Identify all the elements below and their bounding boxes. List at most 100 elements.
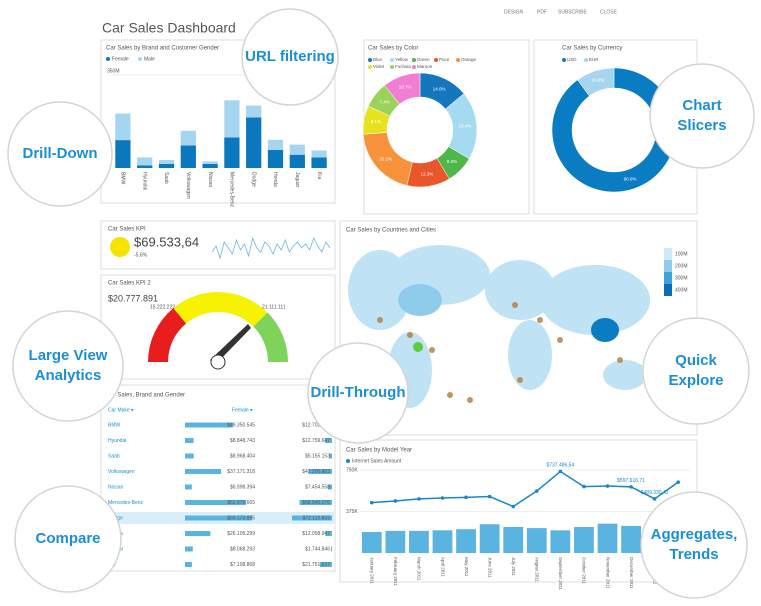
- legend-swatch: [138, 57, 142, 61]
- legend-label: Female: [112, 56, 129, 62]
- x-tick-label: Dodge: [250, 172, 256, 187]
- bar: [311, 157, 327, 168]
- data-label: 7.4%: [379, 99, 389, 104]
- table-bar: [185, 438, 194, 443]
- x-tick-label: Nissan: [207, 172, 213, 188]
- line-point: [629, 485, 633, 489]
- legend-swatch: [664, 272, 672, 284]
- legend-label: 200M: [675, 263, 688, 269]
- city-dot: [467, 397, 473, 403]
- table-bar: [331, 546, 332, 552]
- legend-label: Fuchsia: [395, 64, 411, 69]
- callout-bubble: [14, 485, 122, 593]
- table-cell: Volkswagen: [108, 469, 135, 475]
- line-point: [369, 500, 374, 505]
- callout-bubble: [642, 317, 750, 425]
- city-dot: [407, 332, 413, 338]
- column-header: Female ▾: [232, 407, 253, 413]
- callout-bubble: [649, 63, 755, 169]
- table-cell: $21.751.637: [302, 562, 330, 568]
- x-tick-label: November 2011: [605, 557, 610, 589]
- menu-item: CLOSE: [600, 9, 618, 15]
- city-dot: [537, 317, 543, 323]
- legend-swatch: [346, 459, 350, 463]
- bar: [158, 164, 175, 168]
- kpi-value: $20.777.891: [108, 293, 158, 303]
- bar: [503, 526, 524, 553]
- callout-text: Analytics: [35, 367, 102, 384]
- bar: [137, 165, 153, 168]
- legend-label: USD: [567, 57, 577, 62]
- table-title: Car Sales, Brand and Gender: [106, 393, 185, 399]
- data-label: 90.0%: [624, 177, 637, 182]
- bar: [180, 145, 196, 168]
- line-point: [393, 499, 398, 503]
- callout-text: Drill-Through: [311, 384, 406, 401]
- table-bar: [185, 500, 247, 505]
- table-bar: [185, 515, 253, 521]
- legend-swatch: [412, 65, 416, 69]
- gauge-band: [173, 292, 268, 327]
- bar: [456, 529, 476, 553]
- kpi-title: Car Sales KPI 2: [108, 281, 151, 287]
- bar: [158, 160, 175, 165]
- bar: [526, 528, 547, 553]
- table-cell: $8.848.743: [230, 438, 255, 444]
- y-tick-label: 750K: [346, 467, 358, 473]
- line-point: [582, 484, 586, 489]
- table-bar: [327, 484, 332, 490]
- callout-bubble: [640, 491, 748, 599]
- y-tick-label: 350M: [107, 68, 120, 74]
- land: [508, 320, 552, 390]
- callout-bubble: [241, 8, 339, 106]
- legend-label: Orange: [461, 57, 477, 62]
- legend-swatch: [664, 260, 672, 272]
- line-point: [558, 469, 563, 474]
- legend-label: EUR: [589, 57, 599, 62]
- table-cell: $42.200.803: [302, 469, 330, 475]
- x-tick-label: Honda: [272, 172, 278, 187]
- callout-bubble: [307, 342, 409, 444]
- line-point: [417, 497, 421, 501]
- bar: [246, 117, 262, 168]
- chart-title: Car Sales by Color: [368, 46, 418, 52]
- table-bar: [185, 546, 193, 552]
- legend-swatch: [434, 58, 438, 62]
- table-bar: [299, 500, 332, 505]
- table-cell: $37.171.318: [227, 469, 255, 475]
- callout-text: Drill-Down: [23, 145, 98, 162]
- legend-label: 400M: [675, 287, 688, 293]
- legend-swatch: [106, 57, 110, 61]
- table-bar: [324, 438, 332, 443]
- legend-label: Maroon: [417, 64, 433, 69]
- line-point: [676, 480, 681, 484]
- line-point: [440, 496, 445, 500]
- land: [603, 360, 647, 390]
- table-cell: $7.108.868: [230, 562, 255, 568]
- bar: [180, 130, 196, 146]
- x-tick-label: March 2011: [417, 557, 422, 581]
- callout-text: Aggregates,: [651, 526, 738, 543]
- kpi-indicator: [110, 237, 130, 257]
- chart-title: Car Sales by Model Year: [346, 448, 412, 454]
- table-cell: $12.759.647: [302, 438, 330, 444]
- line-point: [605, 484, 610, 488]
- city-dot: [557, 337, 563, 343]
- x-tick-label: Mercedes-Benz: [229, 172, 235, 208]
- table-bar: [185, 453, 194, 459]
- legend-swatch: [368, 65, 372, 69]
- bar: [202, 161, 218, 165]
- bar: [385, 530, 406, 553]
- data-label: 8.1%: [371, 119, 381, 124]
- table-cell: $8.068.293: [230, 546, 255, 552]
- table-cell: $7.454.558: [305, 484, 330, 490]
- panel: [100, 384, 336, 572]
- callout-text: Slicers: [677, 117, 726, 134]
- data-label: 20.1%: [379, 156, 392, 161]
- x-tick-label: February 2011: [393, 557, 398, 586]
- donut-segment: [384, 72, 421, 105]
- chart-title: Car Sales by Brand and Customer Gender: [106, 46, 219, 52]
- bar: [289, 144, 305, 155]
- x-tick-label: August 2011: [535, 557, 540, 582]
- table-cell: $26.105.299: [227, 531, 255, 537]
